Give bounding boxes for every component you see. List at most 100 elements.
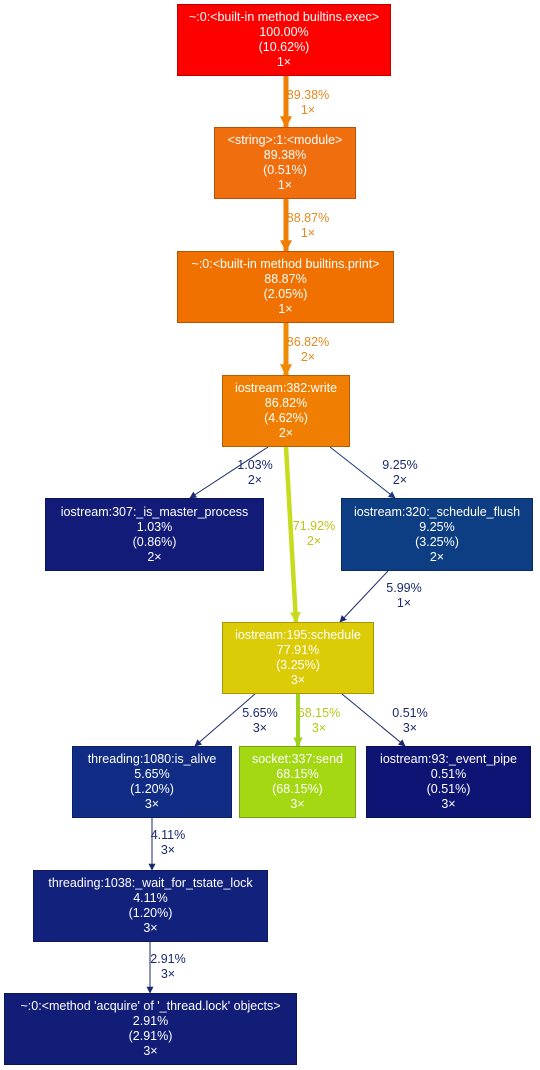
node-function-name: iostream:320:_schedule_flush <box>353 504 521 519</box>
node-total-percent: 88.87% <box>264 272 307 286</box>
edge-percent: 9.25% <box>382 458 418 472</box>
node-call-count: 3× <box>290 797 305 811</box>
node-tstate[interactable]: threading:1038:_wait_for_tstate_lock 4.11… <box>33 870 268 942</box>
node-call-count: 3× <box>144 797 160 811</box>
node-function-name: socket:337:send <box>251 752 344 766</box>
node-write[interactable]: iostream:382:write 86.82% (4.62%) 2× <box>222 375 350 447</box>
node-function-name: iostream:93:_event_pipe <box>380 752 517 766</box>
node-call-count: 3× <box>143 921 158 935</box>
edge-calls: 3× <box>402 721 418 735</box>
edge-schedule-to-pipe <box>341 693 406 747</box>
node-exec[interactable]: ~:0:<built-in method builtins.exec> 100.0… <box>177 4 391 76</box>
node-function-name: iostream:307:_is_master_process <box>60 504 249 519</box>
node-self-percent: (1.20%) <box>128 906 173 920</box>
node-self-percent: (10.62%) <box>258 40 310 54</box>
node-self-percent: (2.05%) <box>263 287 308 301</box>
node-function-name: <string>:1:<module> <box>227 133 343 147</box>
edge-calls: 3× <box>160 967 176 981</box>
node-total-percent: 4.11% <box>133 891 168 905</box>
edge-calls: 1× <box>396 596 412 610</box>
node-call-count: 3× <box>143 1044 158 1058</box>
node-self-percent: (4.62%) <box>264 411 308 425</box>
edge-write-to-flush <box>329 446 396 499</box>
edge-write-to-master <box>189 446 269 499</box>
edge-label-write-to-flush: 9.25% 2× <box>370 458 430 488</box>
node-call-count: 2× <box>147 549 162 564</box>
edge-percent: 1.03% <box>237 458 273 472</box>
node-function-name: threading:1080:is_alive <box>87 752 217 766</box>
node-call-count: 2× <box>429 549 445 564</box>
node-call-count: 1× <box>276 55 292 69</box>
node-total-percent: 89.38% <box>263 148 307 162</box>
edge-label-alive-to-tstate: 4.11% 3× <box>138 828 198 858</box>
edge-calls: 1× <box>300 226 316 240</box>
node-function-name: iostream:195:schedule <box>235 628 361 642</box>
node-total-percent: 2.91% <box>132 1014 169 1028</box>
node-self-percent: (0.86%) <box>132 534 177 549</box>
edge-percent: 89.38% <box>286 88 330 102</box>
node-self-percent: (0.51%) <box>426 782 471 796</box>
edge-percent: 0.51% <box>392 706 428 720</box>
node-self-percent: (0.51%) <box>263 163 307 177</box>
node-send[interactable]: socket:337:send 68.15% (68.15%) 3× <box>239 746 356 818</box>
node-print[interactable]: ~:0:<built-in method builtins.print> 88.8… <box>177 251 394 323</box>
edge-flush-to-schedule <box>339 570 389 623</box>
edge-percent: 88.87% <box>286 211 330 225</box>
node-master[interactable]: iostream:307:_is_master_process 1.03% (0.8… <box>45 498 264 571</box>
edge-percent: 71.92% <box>292 519 336 533</box>
node-function-name: ~:0:<method 'acquire' of '_thread.lock' … <box>20 999 281 1013</box>
node-self-percent: (2.91%) <box>128 1029 173 1043</box>
edge-percent: 2.91% <box>150 952 186 966</box>
node-total-percent: 0.51% <box>430 767 467 781</box>
node-pipe[interactable]: iostream:93:_event_pipe 0.51% (0.51%) 3× <box>366 746 531 818</box>
node-total-percent: 5.65% <box>134 767 170 781</box>
edge-label-schedule-to-pipe: 0.51% 3× <box>380 706 440 736</box>
edge-calls: 3× <box>160 843 176 857</box>
node-total-percent: 9.25% <box>419 519 455 534</box>
node-self-percent: (3.25%) <box>415 534 459 549</box>
edge-calls: 2× <box>300 350 316 364</box>
node-function-name: threading:1038:_wait_for_tstate_lock <box>48 876 253 890</box>
edge-calls: 2× <box>306 534 322 548</box>
node-function-name: ~:0:<built-in method builtins.exec> <box>188 10 380 24</box>
node-self-percent: (3.25%) <box>276 658 320 672</box>
edge-calls: 1× <box>300 103 316 117</box>
edge-percent: 68.15% <box>297 706 341 720</box>
edge-percent: 5.99% <box>386 581 422 595</box>
node-function-name: iostream:382:write <box>234 381 338 395</box>
edge-calls: 3× <box>311 721 327 735</box>
node-module[interactable]: <string>:1:<module> 89.38% (0.51%) 1× <box>214 127 356 199</box>
edge-label-write-to-master: 1.03% 2× <box>225 458 285 488</box>
node-self-percent: (1.20%) <box>130 782 174 796</box>
node-acquire[interactable]: ~:0:<method 'acquire' of '_thread.lock' … <box>4 993 297 1065</box>
node-call-count: 3× <box>441 797 456 811</box>
node-function-name: ~:0:<built-in method builtins.print> <box>191 257 380 271</box>
node-call-count: 1× <box>277 178 293 192</box>
edge-calls: 2× <box>392 473 408 487</box>
edge-calls: 2× <box>247 473 263 487</box>
edge-label-exec-to-module: 89.38% 1× <box>278 88 338 118</box>
edge-label-schedule-to-send: 68.15% 3× <box>289 706 349 736</box>
edge-percent: 4.11% <box>150 828 186 842</box>
node-flush[interactable]: iostream:320:_schedule_flush 9.25% (3.25%)… <box>341 498 533 571</box>
edge-schedule-to-alive <box>194 693 256 747</box>
edge-percent: 5.65% <box>242 706 278 720</box>
edge-write-to-schedule <box>283 446 301 624</box>
node-schedule[interactable]: iostream:195:schedule 77.91% (3.25%) 3× <box>222 622 374 694</box>
node-alive[interactable]: threading:1080:is_alive 5.65% (1.20%) 3× <box>72 746 232 818</box>
node-total-percent: 100.00% <box>259 25 309 39</box>
edge-percent: 86.82% <box>286 335 330 349</box>
node-total-percent: 77.91% <box>276 643 320 657</box>
node-total-percent: 86.82% <box>264 396 308 410</box>
node-total-percent: 1.03% <box>136 519 173 534</box>
edge-label-schedule-to-alive: 5.65% 3× <box>230 706 290 736</box>
edge-label-print-to-write: 86.82% 2× <box>278 335 338 365</box>
edge-label-write-to-schedule: 71.92% 2× <box>284 519 344 549</box>
node-call-count: 1× <box>278 302 293 316</box>
edge-calls: 3× <box>252 721 268 735</box>
node-self-percent: (68.15%) <box>272 782 323 796</box>
edge-label-module-to-print: 88.87% 1× <box>278 211 338 241</box>
edge-label-tstate-to-acquire: 2.91% 3× <box>138 952 198 982</box>
node-call-count: 3× <box>290 673 306 687</box>
